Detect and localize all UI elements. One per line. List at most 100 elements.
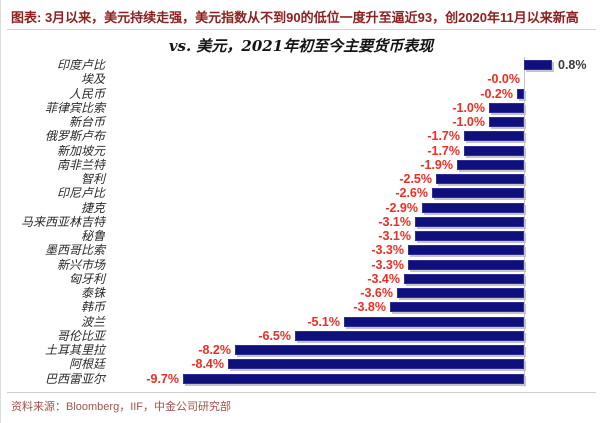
value-label: -6.5% bbox=[258, 328, 291, 343]
bar-row: 泰铢 -3.6% bbox=[1, 286, 597, 300]
bar-row: 哥伦比亚 -6.5% bbox=[1, 329, 597, 343]
bar-track: -0.0% bbox=[107, 72, 597, 86]
bar-row: 阿根廷 -8.4% bbox=[1, 357, 597, 371]
category-label: 捷克 bbox=[80, 200, 105, 215]
source-note: 资料来源：Bloomberg，IIF，中金公司研究部 bbox=[11, 401, 232, 413]
value-label: -3.8% bbox=[353, 300, 386, 315]
category-label: 匈牙利 bbox=[68, 271, 105, 286]
value-label: -1.9% bbox=[420, 157, 453, 172]
bar-row: 俄罗斯卢布 -1.7% bbox=[1, 129, 597, 143]
bar-track: -3.8% bbox=[107, 300, 597, 314]
bar-track: -1.9% bbox=[107, 158, 597, 172]
value-label: -3.1% bbox=[378, 214, 411, 229]
bar bbox=[183, 373, 524, 384]
bar bbox=[235, 345, 524, 355]
category-label: 土耳其里拉 bbox=[44, 343, 105, 358]
bar bbox=[464, 145, 524, 156]
bar bbox=[489, 117, 524, 127]
category-label: 埃及 bbox=[80, 72, 105, 87]
bar-track: -6.5% bbox=[107, 329, 597, 343]
category-label: 新加坡元 bbox=[56, 143, 105, 158]
bar-track: -5.1% bbox=[107, 315, 597, 329]
bar-track: -2.9% bbox=[107, 201, 597, 215]
value-label: -9.7% bbox=[146, 371, 179, 386]
caption-divider bbox=[7, 29, 596, 30]
bar-track: -8.2% bbox=[107, 343, 597, 357]
value-label: -1.0% bbox=[452, 100, 485, 115]
value-label: -3.1% bbox=[378, 229, 411, 244]
category-label: 泰铢 bbox=[80, 286, 105, 301]
bar bbox=[436, 174, 524, 184]
bar bbox=[457, 159, 524, 170]
value-label: -1.0% bbox=[452, 115, 485, 130]
bar-row: 智利 -2.5% bbox=[1, 172, 597, 186]
bar bbox=[517, 88, 524, 99]
bar-row: 新台币 -1.0% bbox=[1, 115, 597, 129]
value-label: 0.8% bbox=[558, 58, 587, 73]
value-label: -1.7% bbox=[427, 143, 460, 158]
category-label: 新台币 bbox=[68, 115, 105, 130]
bar-row: 南非兰特 -1.9% bbox=[1, 158, 597, 172]
value-label: -3.6% bbox=[360, 286, 393, 301]
category-label: 人民币 bbox=[68, 86, 105, 101]
bar-track: -1.0% bbox=[107, 101, 597, 115]
bar bbox=[422, 202, 524, 213]
bar-row: 新兴市场 -3.3% bbox=[1, 258, 597, 272]
bar-track: -3.1% bbox=[107, 229, 597, 243]
bar-row: 墨西哥比索 -3.3% bbox=[1, 243, 597, 257]
category-label: 印尼卢比 bbox=[56, 186, 105, 201]
bar-row: 人民币 -0.2% bbox=[1, 87, 597, 101]
value-label: -2.5% bbox=[399, 172, 432, 187]
bar bbox=[228, 359, 524, 370]
bar-track: 0.8% bbox=[107, 58, 597, 72]
bar bbox=[404, 273, 524, 284]
bar-track: -1.7% bbox=[107, 129, 597, 143]
bar-track: -2.5% bbox=[107, 172, 597, 186]
footer-divider bbox=[7, 392, 596, 393]
category-label: 阿根廷 bbox=[68, 357, 105, 372]
bar-row: 秘鲁 -3.1% bbox=[1, 229, 597, 243]
bar-row: 菲律宾比索 -1.0% bbox=[1, 101, 597, 115]
bar-row: 新加坡元 -1.7% bbox=[1, 144, 597, 158]
bar bbox=[408, 245, 524, 256]
bar bbox=[415, 216, 524, 227]
bar-track: -1.0% bbox=[107, 115, 597, 129]
value-label: -3.3% bbox=[371, 257, 404, 272]
category-label: 印度卢比 bbox=[56, 58, 105, 73]
value-label: -0.2% bbox=[480, 86, 513, 101]
value-label: -2.6% bbox=[395, 186, 428, 201]
category-label: 波兰 bbox=[80, 314, 105, 329]
category-label: 墨西哥比索 bbox=[44, 243, 105, 258]
value-label: -5.1% bbox=[307, 314, 340, 329]
bar-row: 马来西亚林吉特 -3.1% bbox=[1, 215, 597, 229]
category-label: 哥伦比亚 bbox=[56, 328, 105, 343]
value-label: -3.3% bbox=[371, 243, 404, 258]
category-label: 俄罗斯卢布 bbox=[44, 129, 105, 144]
bar bbox=[489, 102, 524, 113]
category-label: 智利 bbox=[80, 172, 105, 187]
bar bbox=[432, 188, 524, 199]
bar bbox=[397, 288, 524, 298]
value-label: -8.4% bbox=[191, 357, 224, 372]
bar-track: -3.3% bbox=[107, 258, 597, 272]
category-label: 秘鲁 bbox=[80, 229, 105, 244]
bar-row: 印尼卢比 -2.6% bbox=[1, 186, 597, 200]
bar-track: -3.4% bbox=[107, 272, 597, 286]
bar-rows: 印度卢比 0.8% 埃及 -0.0% 人民币 -0.2% 菲律宾比索 -1.0% 新台币 -1.0… bbox=[1, 58, 597, 386]
value-label: -0.0% bbox=[487, 72, 520, 87]
bar-track: -3.1% bbox=[107, 215, 597, 229]
category-label: 南非兰特 bbox=[56, 157, 105, 172]
bar-row: 韩币 -3.8% bbox=[1, 300, 597, 314]
bar-track: -2.6% bbox=[107, 186, 597, 200]
bar bbox=[344, 316, 524, 327]
bar-row: 匈牙利 -3.4% bbox=[1, 272, 597, 286]
value-label: -8.2% bbox=[198, 343, 231, 358]
category-label: 菲律宾比索 bbox=[44, 100, 105, 115]
value-label: -2.9% bbox=[385, 200, 418, 215]
bar-row: 捷克 -2.9% bbox=[1, 201, 597, 215]
category-label: 韩币 bbox=[80, 300, 105, 315]
bar-chart: 印度卢比 0.8% 埃及 -0.0% 人民币 -0.2% 菲律宾比索 -1.0% 新台币 -1.0… bbox=[1, 57, 597, 387]
bar-row: 印度卢比 0.8% bbox=[1, 58, 597, 72]
bar-track: -8.4% bbox=[107, 357, 597, 371]
